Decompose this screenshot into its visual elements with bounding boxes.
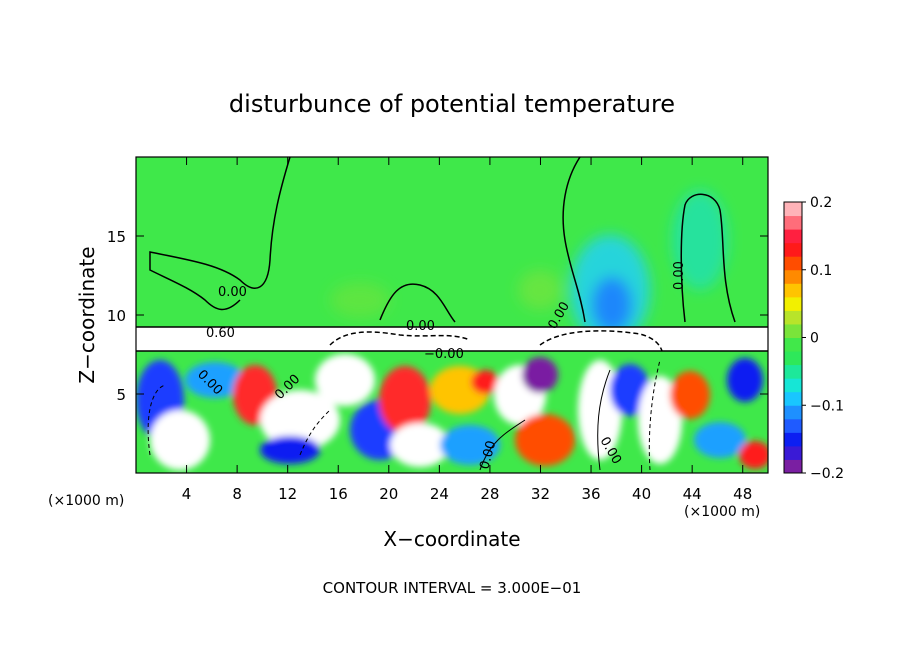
colorbar-swatch [784,283,802,298]
contour-label: 0.00 [406,319,435,334]
x-tick-label: 4 [182,485,192,503]
colorbar-ticks: 0.2 0.1 0 −0.1 −0.2 [802,195,844,482]
x-tick-label: 12 [278,485,297,503]
colorbar-swatch [784,405,802,420]
colorbar-tick-label: −0.2 [810,466,844,482]
colorbar-swatch [784,432,802,447]
x-tick-label: 44 [683,485,702,503]
x-axis-label: X−coordinate [383,527,520,551]
contour-label: 0.00 [672,261,687,290]
upper-layer-anomalies [330,190,728,345]
colorbar-swatch [784,296,802,311]
colorbar-swatch [784,242,802,257]
colorbar-swatch [784,269,802,284]
contour-label: 0.00 [218,285,247,300]
colorbar-tick-label: −0.1 [810,398,844,414]
colorbar-swatch [784,323,802,338]
chart-title: disturbunce of potential temperature [229,90,675,118]
x-axis-ticks: 4 8 12 16 20 24 28 32 36 40 44 48 [182,157,752,503]
colorbar-swatch [784,202,802,217]
colorbar-swatch [784,445,802,460]
x-tick-label: 40 [632,485,651,503]
colorbar-swatch [784,378,802,393]
y-tick-label: 15 [107,228,126,246]
y-tick-label: 5 [116,386,126,404]
contour-label: 0.60 [206,326,235,341]
contour-label: −0.00 [424,347,464,362]
x-tick-label: 32 [531,485,550,503]
x-tick-label: 24 [430,485,449,503]
y-tick-label: 10 [107,307,126,325]
colorbar-swatch [784,310,802,325]
y-axis-ticks: 5 10 15 [107,228,768,404]
y-axis-label: Z−coordinate [75,246,99,383]
colorbar-tick-label: 0 [810,331,819,347]
contour-label: 0.00 [477,439,499,471]
x-tick-label: 20 [379,485,398,503]
x-tick-label: 16 [329,485,348,503]
x-tick-label: 8 [232,485,242,503]
colorbar-swatch [784,229,802,244]
colorbar-swatch [784,459,802,474]
lower-layer-field [136,351,768,473]
colorbar-swatch [784,391,802,406]
colorbar-swatch [784,364,802,379]
colorbar-tick-label: 0.2 [810,195,832,211]
upper-layer-field [136,157,768,327]
x-tick-label: 28 [480,485,499,503]
x-axis-unit-left: (×1000 m) [48,493,124,509]
contour-lines [136,157,768,471]
colorbar-swatch [784,256,802,271]
colorbar-tick-label: 0.1 [810,263,832,279]
colorbar-swatch [784,337,802,352]
x-tick-label: 48 [733,485,752,503]
colorbar-swatch [784,215,802,230]
colorbar-swatch [784,418,802,433]
colorbar [784,202,802,474]
x-tick-label: 36 [581,485,600,503]
mid-layer-band [136,327,768,351]
plot-area: 0.00 0.60 0.00 −0.00 0.00 0.00 0.00 0.00… [136,157,768,473]
x-axis-unit-right: (×1000 m) [684,504,760,520]
colorbar-swatch [784,351,802,366]
contour-interval-note: CONTOUR INTERVAL = 3.000E−01 [323,579,582,597]
